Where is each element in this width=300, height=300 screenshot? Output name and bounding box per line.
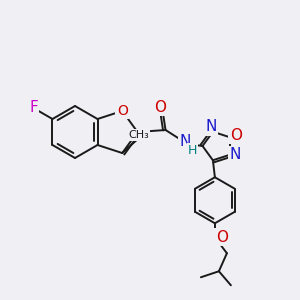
- Text: F: F: [29, 100, 38, 116]
- Text: N: N: [230, 147, 241, 162]
- Text: H: H: [188, 145, 197, 158]
- Text: O: O: [216, 230, 228, 245]
- Text: N: N: [180, 134, 191, 149]
- Text: N: N: [205, 119, 217, 134]
- Text: O: O: [230, 128, 242, 143]
- Text: O: O: [117, 104, 128, 118]
- Text: CH₃: CH₃: [128, 130, 149, 140]
- Text: O: O: [154, 100, 166, 115]
